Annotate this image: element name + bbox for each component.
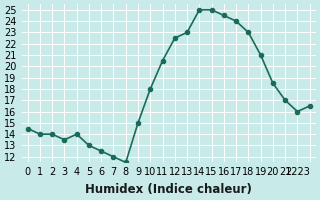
X-axis label: Humidex (Indice chaleur): Humidex (Indice chaleur) [85, 183, 252, 196]
